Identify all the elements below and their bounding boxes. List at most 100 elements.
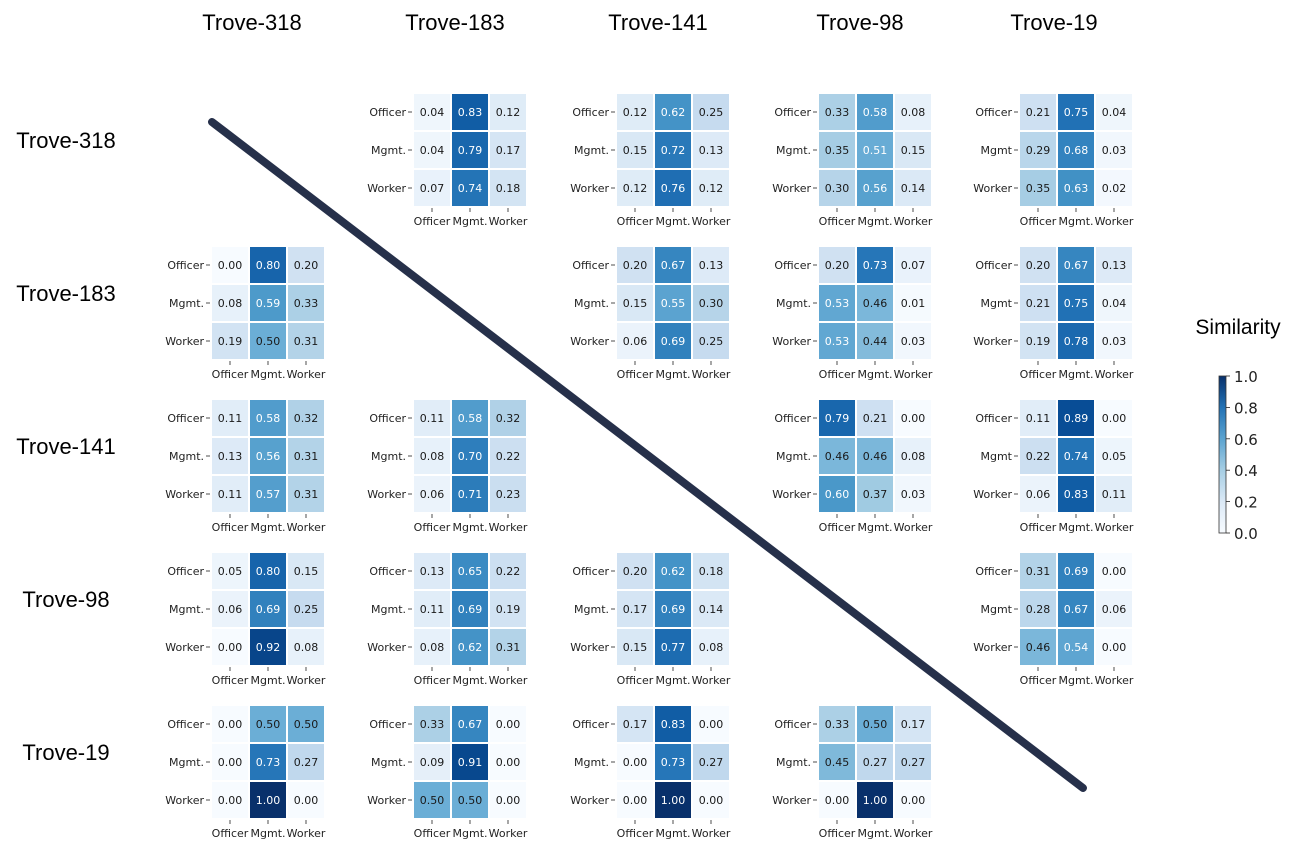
heatmap-cell — [212, 553, 248, 589]
panel-ytick-label: Officer — [975, 412, 1012, 425]
heatmap-cell — [819, 744, 855, 780]
panel-ytick-label: Mgmt. — [169, 603, 204, 616]
cell-value-label: 0.00 — [825, 794, 850, 807]
cell-value-label: 0.22 — [496, 450, 521, 463]
cell-value-label: 0.83 — [661, 718, 686, 731]
panel-ytick-label: Mgmt. — [574, 603, 609, 616]
heatmap-cell — [490, 744, 526, 780]
panel-ytick-label: Officer — [369, 565, 406, 578]
heatmap-cell — [1020, 94, 1056, 130]
heatmap-cell — [414, 591, 450, 627]
heatmap-cell — [1020, 323, 1056, 359]
panel-ytick-label: Worker — [772, 182, 811, 195]
heatmap-cell — [1020, 400, 1056, 436]
cell-value-label: 0.00 — [623, 756, 648, 769]
panel-xtick-label: Worker — [894, 521, 933, 534]
heatmap-cell — [1096, 438, 1132, 474]
cell-value-label: 0.15 — [623, 297, 648, 310]
panel-xtick-label: Officer — [212, 674, 249, 687]
heatmap-cell — [819, 706, 855, 742]
cell-value-label: 0.18 — [699, 565, 724, 578]
cell-value-label: 0.75 — [1064, 297, 1089, 310]
heatmap-cell — [1020, 170, 1056, 206]
cell-value-label: 0.08 — [901, 450, 926, 463]
cell-value-label: 0.06 — [420, 488, 445, 501]
cell-value-label: 0.08 — [699, 641, 724, 654]
panel-ytick-label: Mgmt. — [776, 756, 811, 769]
cell-value-label: 0.00 — [901, 794, 926, 807]
cell-value-label: 0.32 — [496, 412, 521, 425]
panel-xtick-label: Worker — [894, 215, 933, 228]
cell-value-label: 0.15 — [623, 641, 648, 654]
heatmap-cell — [452, 438, 488, 474]
heatmap-cell — [1096, 476, 1132, 512]
heatmap-cell — [250, 629, 286, 665]
panel-ytick-label: Officer — [572, 565, 609, 578]
heatmap-cell — [1058, 132, 1094, 168]
panel-xtick-label: Mgmt. — [656, 215, 691, 228]
panel-xtick-label: Mgmt. — [1059, 521, 1094, 534]
heatmap-cell — [819, 400, 855, 436]
panel-ytick-label: Worker — [570, 794, 609, 807]
cell-value-label: 0.00 — [901, 412, 926, 425]
heatmap-cell — [895, 132, 931, 168]
cell-value-label: 0.89 — [1064, 412, 1089, 425]
panel-ytick-label: Mgmt. — [371, 756, 406, 769]
cell-value-label: 0.69 — [458, 603, 483, 616]
heatmap-cell — [617, 782, 653, 818]
heatmap-cell — [288, 247, 324, 283]
panel-xtick-label: Mgmt. — [656, 827, 691, 840]
cell-value-label: 0.17 — [623, 718, 648, 731]
cell-value-label: 0.44 — [863, 335, 888, 348]
cell-value-label: 0.91 — [458, 756, 483, 769]
cell-value-label: 0.29 — [1026, 144, 1051, 157]
cell-value-label: 0.27 — [901, 756, 926, 769]
heatmap-cell — [857, 132, 893, 168]
heatmap-cell — [1058, 591, 1094, 627]
heatmap-cell — [1096, 553, 1132, 589]
panel-ytick-label: Worker — [165, 488, 204, 501]
heatmap-cell — [414, 132, 450, 168]
heatmap-cell — [490, 170, 526, 206]
cell-value-label: 0.06 — [1102, 603, 1127, 616]
column-label: Trove-19 — [1010, 10, 1097, 35]
cell-value-label: 0.17 — [496, 144, 521, 157]
cell-value-label: 0.11 — [420, 603, 445, 616]
panel-xtick-label: Worker — [1095, 674, 1134, 687]
panel-xtick-label: Worker — [489, 521, 528, 534]
panel-xtick-label: Officer — [1020, 674, 1057, 687]
cell-value-label: 0.57 — [256, 488, 281, 501]
cell-value-label: 0.13 — [699, 259, 724, 272]
cell-value-label: 0.33 — [825, 718, 850, 731]
cell-value-label: 0.56 — [256, 450, 281, 463]
cell-value-label: 0.67 — [661, 259, 686, 272]
heatmap-cell — [490, 591, 526, 627]
heatmap-cell — [250, 744, 286, 780]
cell-value-label: 0.22 — [1026, 450, 1051, 463]
heatmap-cell — [857, 476, 893, 512]
heatmap-cell — [895, 323, 931, 359]
heatmap-cell — [1058, 323, 1094, 359]
heatmap-cell — [617, 744, 653, 780]
cell-value-label: 0.12 — [623, 106, 648, 119]
cell-value-label: 0.00 — [294, 794, 319, 807]
panel-ytick-label: Officer — [774, 718, 811, 731]
heatmap-cell — [414, 744, 450, 780]
panel-xtick-label: Officer — [1020, 521, 1057, 534]
heatmap-cell — [490, 629, 526, 665]
panel-xtick-label: Mgmt. — [858, 521, 893, 534]
heatmap-cell — [452, 629, 488, 665]
heatmap-cell — [288, 285, 324, 321]
heatmap-cell — [857, 247, 893, 283]
panel-xtick-label: Mgmt. — [1059, 674, 1094, 687]
panel-xtick-label: Mgmt. — [858, 827, 893, 840]
panel-ytick-label: Mgmt. — [574, 756, 609, 769]
heatmap-cell — [655, 629, 691, 665]
heatmap-cell — [895, 476, 931, 512]
cell-value-label: 0.69 — [256, 603, 281, 616]
panel-ytick-label: Officer — [774, 412, 811, 425]
cell-value-label: 0.73 — [661, 756, 686, 769]
